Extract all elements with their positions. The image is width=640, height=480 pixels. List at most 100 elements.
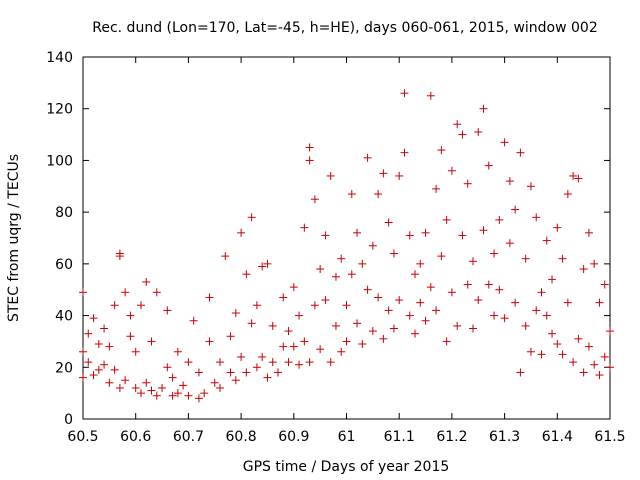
data-point	[263, 259, 272, 268]
x-tick-label: 60.9	[278, 429, 309, 445]
data-point	[131, 347, 140, 356]
y-tick-label: 80	[55, 205, 73, 221]
data-point	[474, 296, 483, 305]
data-point	[411, 329, 420, 338]
data-point	[405, 311, 414, 320]
y-tick-label: 20	[55, 360, 73, 376]
x-tick-label: 60.6	[120, 429, 151, 445]
data-point	[453, 321, 462, 330]
data-point	[600, 352, 609, 361]
data-point	[194, 394, 203, 403]
data-point	[379, 169, 388, 178]
data-point	[110, 365, 119, 374]
data-point	[532, 213, 541, 222]
data-point	[337, 254, 346, 263]
data-point	[326, 171, 335, 180]
data-point	[231, 376, 240, 385]
y-tick-label: 0	[64, 412, 73, 428]
data-point	[289, 342, 298, 351]
data-point	[606, 327, 614, 336]
data-point	[548, 329, 557, 338]
data-point	[279, 342, 288, 351]
data-point	[389, 249, 398, 258]
data-point	[110, 301, 119, 310]
data-point	[347, 270, 356, 279]
data-point	[389, 324, 398, 333]
data-point	[395, 296, 404, 305]
data-point	[268, 358, 277, 367]
chart-title: Rec. dund (Lon=170, Lat=-45, h=HE), days…	[92, 20, 598, 36]
data-point	[279, 293, 288, 302]
data-point	[363, 153, 372, 162]
data-point	[574, 174, 583, 183]
data-point	[432, 184, 441, 193]
x-tick-label: 61.5	[594, 429, 625, 445]
data-point	[484, 161, 493, 170]
data-point	[84, 329, 93, 338]
data-point	[511, 298, 520, 307]
data-point	[300, 337, 309, 346]
data-point	[115, 383, 124, 392]
data-point	[537, 288, 546, 297]
data-point	[437, 252, 446, 261]
data-point	[442, 337, 451, 346]
data-point	[263, 373, 272, 382]
data-point	[316, 345, 325, 354]
data-point	[126, 332, 135, 341]
data-point	[179, 381, 188, 390]
data-point	[121, 376, 130, 385]
data-point	[168, 391, 177, 400]
data-point	[558, 254, 567, 263]
data-point	[358, 259, 367, 268]
data-point	[200, 389, 209, 398]
data-point	[521, 321, 530, 330]
data-point	[384, 306, 393, 315]
x-axis: 60.5 60.6 60.7 60.8 60.9 61 61.1 61.2 61.3 61.4 61…	[67, 57, 626, 445]
data-point	[147, 386, 156, 395]
data-point	[516, 368, 525, 377]
data-point	[273, 368, 282, 377]
data-point	[532, 306, 541, 315]
data-point	[79, 347, 87, 356]
data-point	[500, 138, 509, 147]
data-point	[226, 332, 235, 341]
data-point	[100, 360, 109, 369]
data-point	[342, 337, 351, 346]
data-point	[289, 283, 298, 292]
data-point	[252, 301, 261, 310]
data-point	[305, 358, 314, 367]
data-point	[310, 195, 319, 204]
data-point	[337, 347, 346, 356]
data-point	[374, 190, 383, 199]
data-point	[553, 223, 562, 232]
data-point	[495, 215, 504, 224]
data-point	[558, 350, 567, 359]
data-point	[105, 378, 114, 387]
x-tick-label: 61.2	[436, 429, 467, 445]
data-point	[395, 171, 404, 180]
data-point	[210, 378, 219, 387]
data-point	[310, 301, 319, 310]
data-point	[100, 324, 109, 333]
data-point	[284, 327, 293, 336]
data-point	[226, 368, 235, 377]
data-point	[584, 228, 593, 237]
x-tick-label: 60.7	[173, 429, 204, 445]
data-point	[563, 298, 572, 307]
data-point	[416, 298, 425, 307]
data-points	[79, 89, 614, 403]
data-point	[94, 365, 103, 374]
data-point	[300, 223, 309, 232]
data-point	[579, 368, 588, 377]
data-point	[347, 190, 356, 199]
data-point	[258, 262, 267, 271]
data-point	[242, 368, 251, 377]
x-tick-label: 61	[338, 429, 356, 445]
data-point	[105, 342, 114, 351]
data-point	[326, 358, 335, 367]
data-point	[595, 298, 604, 307]
data-point	[595, 371, 604, 380]
x-tick-label: 61.4	[542, 429, 573, 445]
x-tick-label: 60.8	[226, 429, 257, 445]
data-point	[490, 311, 499, 320]
